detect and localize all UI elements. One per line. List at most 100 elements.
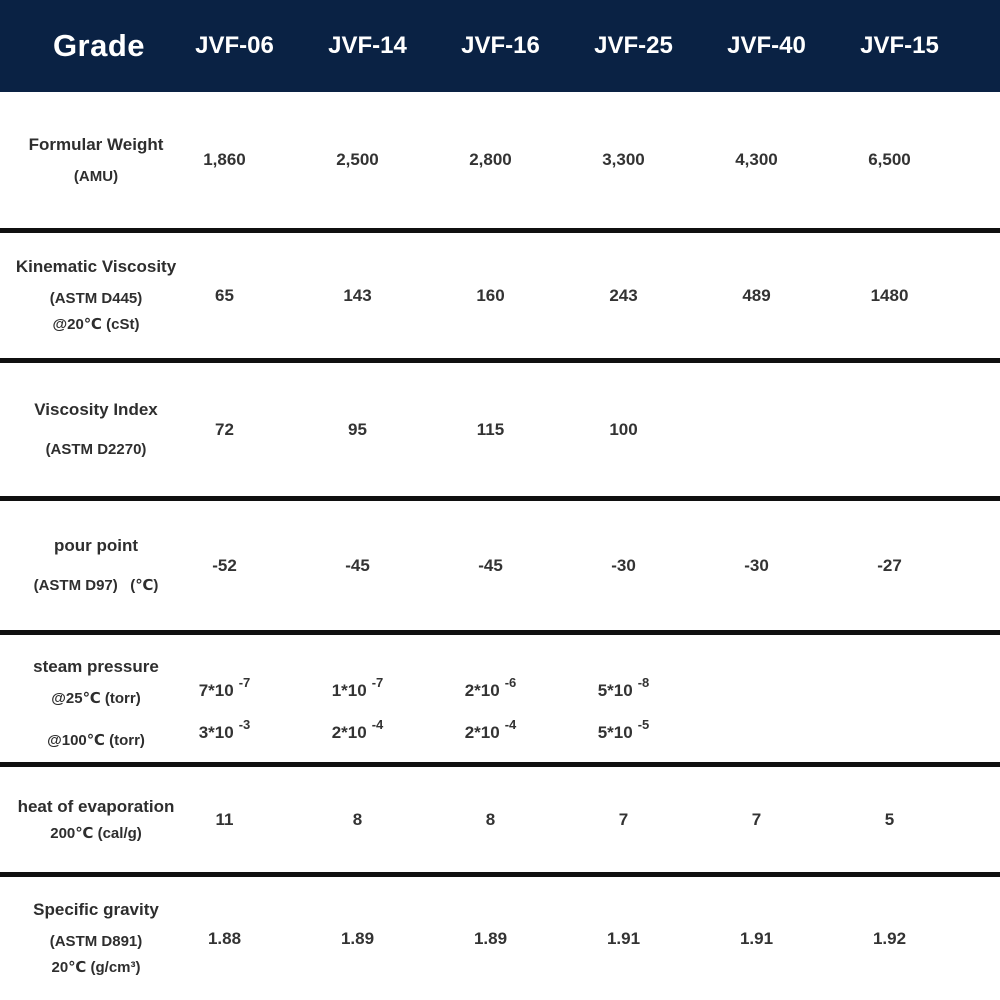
row-label-condition-25c: @25℃ (torr) <box>51 690 141 707</box>
cell-value: 3*10 -3 <box>198 718 251 744</box>
row-label-title: Formular Weight <box>28 134 164 154</box>
row-label: Formular Weight (AMU) <box>17 135 175 186</box>
cell-value: 2*10 -6 <box>464 676 517 702</box>
cell-value: 2,500 <box>336 150 379 169</box>
row-label-condition-100c: @100℃ (torr) <box>47 732 145 749</box>
sci-base: 5*10 <box>597 723 633 742</box>
cell-value: -45 <box>345 555 370 575</box>
cell-value: 95 <box>348 419 367 439</box>
cell-value: 1,860 <box>203 150 246 169</box>
cell-value: 65 <box>215 285 234 305</box>
row-label-title: Specific gravity <box>33 900 159 919</box>
column-header-jvf-40: JVF-40 <box>727 32 806 59</box>
sci-exponent: -7 <box>238 675 251 690</box>
column-header-jvf-14: JVF-14 <box>328 32 407 59</box>
grade-header: Grade <box>52 28 146 63</box>
row-label-title: steam pressure <box>33 657 159 676</box>
sci-base: 2*10 <box>464 681 500 700</box>
cell-value-empty <box>887 721 892 744</box>
row-label-unit: @20℃ (cSt) <box>52 316 140 333</box>
cell-value: 1.92 <box>872 928 907 948</box>
sci-exponent: -6 <box>504 675 517 690</box>
cell-value: 7*10 -7 <box>198 676 251 702</box>
column-header-jvf-16: JVF-16 <box>461 32 540 59</box>
column-header-jvf-25: JVF-25 <box>594 32 673 59</box>
sci-exponent: -3 <box>238 717 251 732</box>
cell-value: -30 <box>611 555 636 575</box>
row-label: heat of evaporation 200℃ (cal/g) <box>17 797 175 843</box>
cell-value: 160 <box>476 285 505 305</box>
cell-value: 5*10 -8 <box>597 676 650 702</box>
sci-exponent: -4 <box>371 717 384 732</box>
row-label: Viscosity Index (ASTM D2270) <box>17 400 175 459</box>
sci-base: 5*10 <box>597 681 633 700</box>
cell-value: -30 <box>744 555 769 575</box>
sci-base: 1*10 <box>331 681 367 700</box>
table-row-kinematic-viscosity: Kinematic Viscosity (ASTM D445) @20℃ (cS… <box>0 233 1000 363</box>
table-row-steam-pressure: steam pressure @25℃ (torr) @100℃ (torr) … <box>0 635 1000 767</box>
cell-value: 1480 <box>870 285 909 305</box>
column-header-jvf-15: JVF-15 <box>860 32 939 59</box>
cell-value: 6,500 <box>868 150 911 169</box>
row-label: pour point (ASTM D97) (℃) <box>17 536 175 595</box>
cell-value: 489 <box>742 285 771 305</box>
table-row-pour-point: pour point (ASTM D97) (℃) -52 -45 -45 -3… <box>0 501 1000 635</box>
cell-value-stack: 5*10 -8 5*10 -5 <box>557 676 690 744</box>
sci-base: 2*10 <box>464 723 500 742</box>
cell-value: 5 <box>884 809 895 829</box>
cell-value: -45 <box>478 555 503 575</box>
cell-value-empty <box>754 721 759 744</box>
table-row-formular-weight: Formular Weight (AMU) 1,860 2,500 2,800 … <box>0 92 1000 233</box>
row-label: steam pressure @25℃ (torr) @100℃ (torr) <box>17 657 175 750</box>
cell-value: 243 <box>609 285 638 305</box>
cell-value: 3,300 <box>602 150 645 169</box>
cell-value: 4,300 <box>735 150 778 169</box>
cell-value: -52 <box>212 555 237 575</box>
row-label-unit: (AMU) <box>73 167 119 185</box>
cell-value: 7 <box>618 809 629 829</box>
row-label-method: (ASTM D97) (℃) <box>33 577 159 594</box>
table-row-heat-of-evaporation: heat of evaporation 200℃ (cal/g) 11 8 8 … <box>0 767 1000 877</box>
cell-value: -27 <box>877 555 902 575</box>
cell-value: 2*10 -4 <box>331 718 384 744</box>
row-label-title: pour point <box>53 536 139 555</box>
cell-value: 1.89 <box>473 928 508 948</box>
cell-value: 1*10 -7 <box>331 676 384 702</box>
cell-value-stack-empty <box>823 679 956 744</box>
row-label: Kinematic Viscosity (ASTM D445) @20℃ (cS… <box>15 257 177 334</box>
cell-value-empty <box>887 679 892 702</box>
cell-value-stack: 1*10 -7 2*10 -4 <box>291 676 424 744</box>
row-label-method: (ASTM D445) <box>49 290 143 307</box>
sci-exponent: -4 <box>504 717 517 732</box>
cell-value: 11 <box>215 809 234 829</box>
sci-exponent: -8 <box>637 675 650 690</box>
row-label-title: Viscosity Index <box>34 400 158 419</box>
row-label-title: heat of evaporation <box>17 796 175 816</box>
cell-value: 143 <box>343 285 372 305</box>
sci-exponent: -7 <box>371 675 384 690</box>
cell-value: 100 <box>609 419 638 439</box>
cell-value: 1.88 <box>207 928 242 948</box>
cell-value-empty <box>754 679 759 702</box>
cell-value-stack: 2*10 -6 2*10 -4 <box>424 676 557 744</box>
column-header-jvf-06: JVF-06 <box>195 32 274 59</box>
sci-base: 2*10 <box>331 723 367 742</box>
sci-base: 3*10 <box>198 723 234 742</box>
cell-value: 8 <box>485 809 496 829</box>
sci-base: 7*10 <box>198 681 234 700</box>
cell-value: 2*10 -4 <box>464 718 517 744</box>
cell-value: 7 <box>751 809 762 829</box>
row-label-method: (ASTM D891) <box>49 933 143 950</box>
cell-value-stack: 7*10 -7 3*10 -3 <box>158 676 291 744</box>
table-row-viscosity-index: Viscosity Index (ASTM D2270) 72 95 115 1… <box>0 363 1000 501</box>
cell-value: 1.91 <box>739 928 774 948</box>
row-label: Specific gravity (ASTM D891) 20℃ (g/cm³) <box>17 900 175 977</box>
cell-value: 5*10 -5 <box>597 718 650 744</box>
cell-value: 72 <box>215 419 234 439</box>
row-label-title: Kinematic Viscosity <box>15 257 177 276</box>
cell-value-stack-empty <box>690 679 823 744</box>
cell-value: 2,800 <box>469 150 512 169</box>
cell-value: 1.91 <box>606 928 641 948</box>
table-header-row: Grade JVF-06 JVF-14 JVF-16 JVF-25 JVF-40… <box>0 0 1000 92</box>
